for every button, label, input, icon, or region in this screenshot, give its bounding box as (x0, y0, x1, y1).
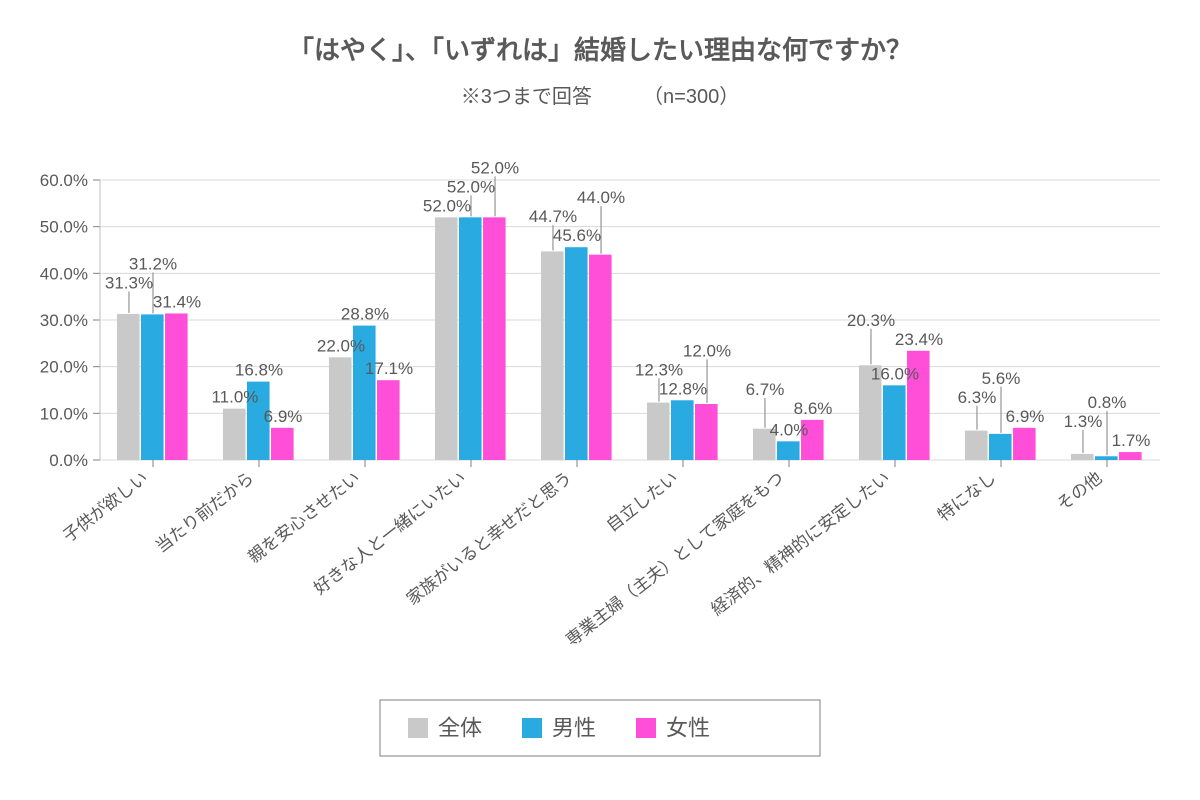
data-label: 6.7% (746, 380, 785, 399)
y-tick-label: 50.0% (40, 218, 88, 237)
y-tick-label: 10.0% (40, 404, 88, 423)
data-label: 44.0% (577, 188, 625, 207)
data-label: 44.7% (529, 207, 577, 226)
chart-svg: 0.0% 10.0% 20.0% 30.0% 40.0% 50.0% 60.0% 子供が欲しい… (0, 0, 1200, 800)
bar (965, 431, 988, 460)
legend-swatch (636, 718, 656, 738)
bar (483, 217, 506, 460)
category-label: 特になし (934, 468, 999, 525)
data-label: 6.9% (264, 407, 303, 426)
data-label: 52.0% (447, 177, 495, 196)
data-label: 6.3% (958, 388, 997, 407)
bar (141, 314, 164, 460)
data-label: 16.8% (235, 361, 283, 380)
data-label: 11.0% (211, 388, 258, 407)
bar (1095, 456, 1118, 460)
bar (459, 217, 482, 460)
legend-swatch (408, 718, 428, 738)
bar (223, 409, 246, 460)
data-label: 0.8% (1088, 393, 1127, 412)
bar (165, 313, 188, 460)
category-label: 親を安心させたい (245, 468, 364, 567)
legend-label: 全体 (438, 716, 482, 741)
y-tick-label: 20.0% (40, 358, 88, 377)
bar (565, 247, 588, 460)
legend-label: 男性 (552, 716, 596, 741)
category-label: 当たり前だから (152, 468, 257, 556)
bar (695, 404, 718, 460)
bar (989, 434, 1012, 460)
data-label: 1.7% (1112, 431, 1151, 450)
subtitle-n: （n=300） (643, 86, 739, 108)
category-label: 子供が欲しい (59, 468, 151, 546)
legend-swatch (522, 718, 542, 738)
data-label: 52.0% (423, 196, 471, 215)
y-tick-label: 30.0% (40, 311, 88, 330)
bar (1013, 428, 1036, 460)
y-tick-label: 0.0% (49, 451, 88, 470)
data-label: 6.9% (1006, 407, 1045, 426)
data-label: 20.3% (847, 311, 895, 330)
data-label: 52.0% (471, 158, 519, 177)
bar (671, 400, 694, 460)
bar (271, 428, 294, 460)
data-label: 17.1% (365, 359, 413, 378)
data-label: 22.0% (317, 336, 365, 355)
bar (1071, 454, 1094, 460)
bar (883, 385, 906, 460)
data-label: 16.0% (871, 364, 919, 383)
data-label: 31.3% (105, 273, 153, 292)
data-label: 12.3% (635, 360, 683, 379)
category-label: 自立したい (603, 468, 682, 535)
bar (117, 314, 140, 460)
data-label: 31.2% (129, 254, 177, 273)
data-label: 23.4% (895, 330, 943, 349)
data-label: 12.8% (659, 379, 707, 398)
category-label: 専業主婦（主夫）として家庭をもつ (562, 468, 787, 650)
bar (329, 357, 352, 460)
legend-label: 女性 (666, 716, 710, 741)
bar (377, 380, 400, 460)
category-label: 家族がいると幸せだと思う (403, 468, 575, 609)
data-label: 45.6% (553, 226, 601, 245)
bar (589, 255, 612, 460)
data-label: 28.8% (341, 305, 389, 324)
data-label: 4.0% (770, 420, 809, 439)
data-label: 8.6% (794, 399, 833, 418)
subtitle-note: ※3つまで回答 (461, 86, 592, 108)
data-label: 5.6% (982, 369, 1021, 388)
category-label: 経済的、精神的に安定したい (708, 468, 894, 619)
chart-subtitle: ※3つまで回答 （n=300） (0, 80, 1200, 109)
category-label: その他 (1054, 468, 1106, 514)
bar (1119, 452, 1142, 460)
bar (541, 251, 564, 460)
data-label: 1.3% (1064, 412, 1103, 431)
bar (435, 217, 458, 460)
chart-title: 「はやく」、「いずれは」結婚したい理由な何ですか？ (0, 30, 1200, 67)
y-tick-label: 60.0% (40, 171, 88, 190)
y-tick-label: 40.0% (40, 264, 88, 283)
chart-container: 「はやく」、「いずれは」結婚したい理由な何ですか？ ※3つまで回答 （n=300… (0, 0, 1200, 800)
data-label: 31.4% (153, 292, 201, 311)
bar (777, 441, 800, 460)
bar (647, 403, 670, 460)
data-label: 12.0% (683, 341, 731, 360)
